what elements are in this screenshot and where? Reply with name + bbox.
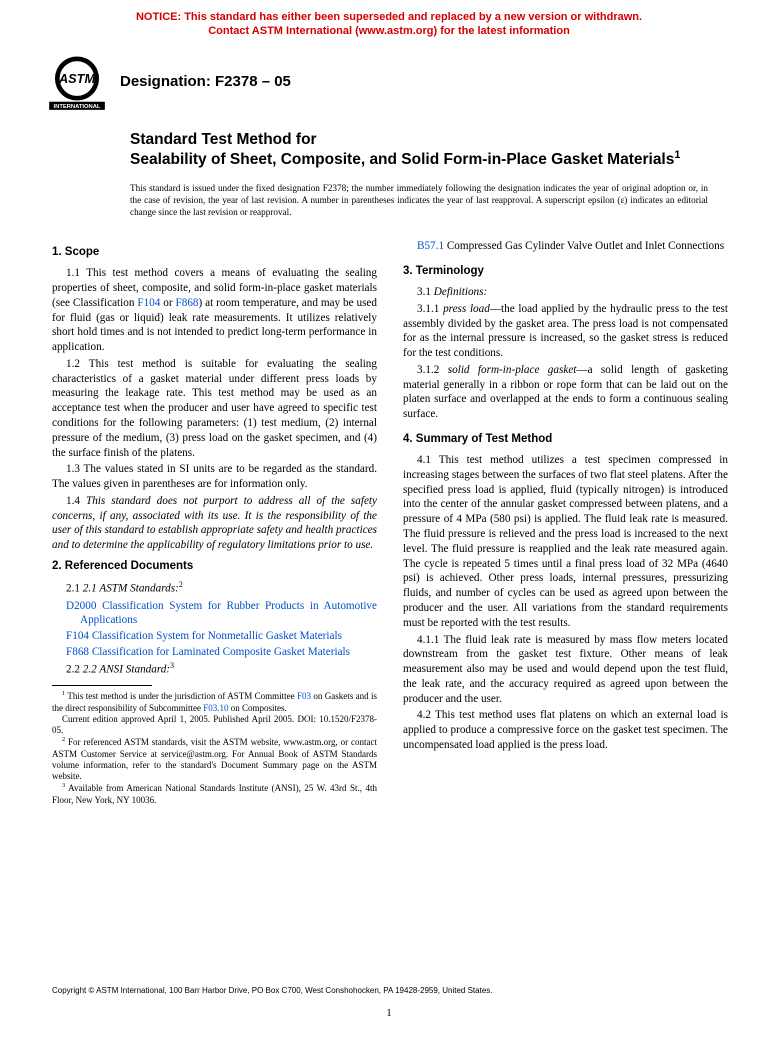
- link-f104b[interactable]: F104: [66, 630, 89, 642]
- p1-2: 1.2 This test method is suitable for eva…: [52, 357, 377, 460]
- designation: Designation: F2378 – 05: [120, 73, 291, 90]
- issued-note: This standard is issued under the fixed …: [0, 173, 778, 225]
- footnote-rule: [52, 685, 152, 686]
- p4-1: 4.1 This test method utilizes a test spe…: [403, 453, 728, 630]
- link-f868b[interactable]: F868: [66, 646, 89, 658]
- p3-1-2: 3.1.2 solid form-in-place gasket—a solid…: [403, 363, 728, 422]
- link-f0310[interactable]: F03.10: [203, 703, 228, 713]
- link-f868[interactable]: F868: [176, 297, 199, 309]
- link-b57[interactable]: B57.1: [417, 240, 444, 252]
- sec3-head: 3. Terminology: [403, 264, 728, 279]
- header: ASTM INTERNATIONAL Designation: F2378 – …: [0, 45, 778, 111]
- p1-4: 1.4 This standard does not purport to ad…: [52, 494, 377, 553]
- columns: 1. Scope 1.1 This test method covers a m…: [0, 225, 778, 806]
- notice-banner: NOTICE: This standard has either been su…: [0, 0, 778, 45]
- fn1: 1 This test method is under the jurisdic…: [52, 690, 377, 714]
- p3-1-1: 3.1.1 press load—the load applied by the…: [403, 302, 728, 361]
- link-d2000[interactable]: D2000: [66, 600, 96, 612]
- p4-2: 4.2 This test method uses flat platens o…: [403, 708, 728, 752]
- sec2-head: 2. Referenced Documents: [52, 559, 377, 574]
- title-block: Standard Test Method for Sealability of …: [0, 111, 778, 174]
- p2-1: 2.1 2.1 ASTM Standards:2: [52, 580, 377, 597]
- fn1d: Current edition approved April 1, 2005. …: [52, 714, 377, 737]
- left-column: 1. Scope 1.1 This test method covers a m…: [52, 239, 377, 806]
- fn3: 3 Available from American National Stand…: [52, 782, 377, 806]
- notice-line1: NOTICE: This standard has either been su…: [136, 11, 642, 23]
- ansi-list: B57.1 Compressed Gas Cylinder Valve Outl…: [403, 239, 728, 254]
- copyright: Copyright © ASTM International, 100 Barr…: [52, 986, 493, 995]
- p3-1: 3.1 Definitions:: [403, 285, 728, 300]
- link-f104[interactable]: F104: [137, 297, 160, 309]
- fn2: 2 For referenced ASTM standards, visit t…: [52, 736, 377, 782]
- svg-text:ASTM: ASTM: [58, 71, 96, 86]
- link-f03[interactable]: F03: [297, 691, 311, 701]
- right-column: B57.1 Compressed Gas Cylinder Valve Outl…: [403, 239, 728, 806]
- title-sup: 1: [674, 149, 680, 161]
- p4-1-1: 4.1.1 The fluid leak rate is measured by…: [403, 633, 728, 707]
- notice-line2: Contact ASTM International (www.astm.org…: [208, 25, 570, 37]
- astm-logo: ASTM INTERNATIONAL: [48, 53, 106, 111]
- svg-text:INTERNATIONAL: INTERNATIONAL: [54, 104, 101, 110]
- title-line2: Sealability of Sheet, Composite, and Sol…: [130, 149, 718, 170]
- p2-2: 2.2 2.2 ANSI Standard:3: [52, 661, 377, 678]
- sec4-head: 4. Summary of Test Method: [403, 432, 728, 447]
- astm-list: D2000 Classification System for Rubber P…: [52, 599, 377, 660]
- sec1-head: 1. Scope: [52, 245, 377, 260]
- p1-1: 1.1 This test method covers a means of e…: [52, 266, 377, 355]
- p1-3: 1.3 The values stated in SI units are to…: [52, 462, 377, 492]
- page-number: 1: [0, 1007, 778, 1019]
- title-line1: Standard Test Method for: [130, 131, 718, 149]
- footnotes: 1 This test method is under the jurisdic…: [52, 690, 377, 806]
